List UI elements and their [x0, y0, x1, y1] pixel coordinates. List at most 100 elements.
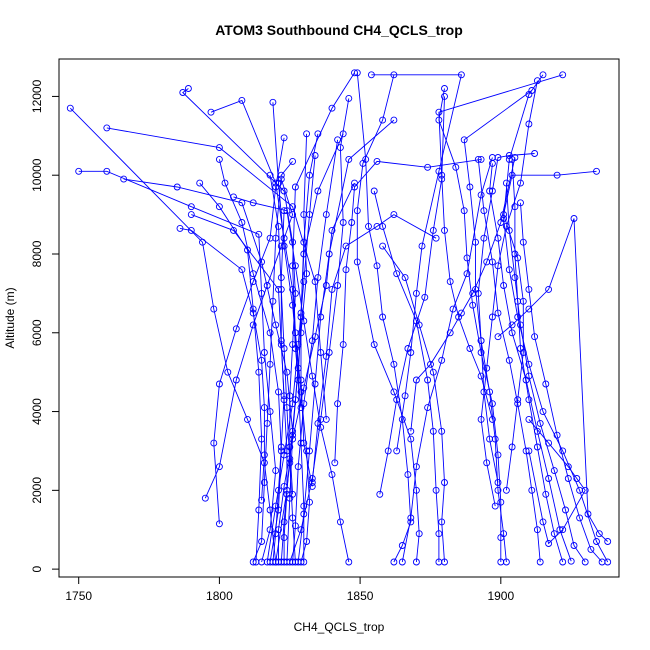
y-axis-label: Altitude (m)	[3, 287, 17, 348]
data-point	[275, 526, 282, 534]
data-point	[297, 313, 305, 321]
data-point	[322, 282, 330, 289]
data-point	[429, 226, 437, 234]
data-point	[210, 439, 218, 447]
data-point	[269, 98, 277, 106]
data-point	[66, 104, 74, 112]
data-point	[370, 341, 378, 349]
data-point	[322, 415, 330, 423]
profile-line	[182, 88, 296, 495]
y-axis: 0 2000 4000 6000 8000 10000 12000	[30, 79, 60, 572]
data-point	[432, 486, 440, 494]
data-point	[303, 538, 311, 545]
data-point	[415, 530, 423, 538]
data-point	[564, 475, 572, 482]
data-point	[390, 388, 398, 396]
data-point	[297, 558, 305, 566]
data-point	[297, 376, 305, 384]
profile-line	[280, 210, 288, 562]
data-point	[353, 69, 361, 77]
data-point	[525, 396, 533, 404]
data-point	[249, 199, 257, 207]
data-point	[334, 282, 342, 289]
data-point	[210, 305, 218, 313]
data-point	[215, 155, 223, 163]
data-point	[249, 309, 257, 317]
data-point	[289, 285, 297, 293]
profile-line	[528, 419, 586, 545]
data-point	[266, 234, 274, 242]
data-point	[407, 349, 415, 356]
data-point	[187, 211, 195, 219]
x-tick-label: 1800	[206, 589, 233, 603]
data-point	[393, 270, 401, 278]
data-point	[477, 349, 485, 356]
data-point	[525, 360, 533, 368]
data-point	[289, 262, 297, 270]
data-point	[345, 94, 353, 102]
data-point	[232, 376, 240, 384]
data-point	[269, 297, 277, 305]
data-point	[514, 396, 522, 404]
data-point	[508, 443, 516, 451]
y-tick-label: 6000	[30, 319, 44, 346]
data-point	[390, 360, 398, 368]
data-point	[500, 282, 508, 289]
profile-line	[179, 227, 265, 501]
profile-line	[213, 137, 285, 524]
profile-line	[334, 158, 482, 463]
data-point	[412, 486, 420, 494]
data-point	[432, 234, 440, 242]
data-point	[477, 155, 485, 163]
data-point	[435, 108, 443, 116]
data-point	[477, 191, 485, 199]
data-point	[581, 558, 589, 566]
data-point	[328, 226, 336, 234]
data-point	[221, 179, 229, 187]
data-point	[581, 486, 589, 494]
data-point	[517, 199, 524, 207]
data-point	[215, 203, 223, 211]
data-point	[446, 329, 454, 337]
data-point	[314, 130, 322, 138]
data-point	[525, 120, 533, 128]
profile-line	[292, 139, 339, 563]
data-point	[587, 545, 595, 553]
profile-line	[289, 98, 350, 563]
data-point	[187, 203, 195, 211]
data-point	[176, 224, 184, 232]
data-point	[508, 321, 516, 329]
data-point	[463, 270, 471, 278]
data-point	[365, 222, 372, 230]
y-tick-label: 2000	[30, 477, 44, 504]
data-point	[567, 557, 575, 565]
data-point	[533, 427, 541, 435]
data-point	[280, 187, 288, 195]
data-point	[294, 463, 302, 471]
data-point	[533, 443, 541, 451]
data-point	[75, 167, 83, 175]
data-point	[280, 518, 288, 526]
data-point	[266, 360, 274, 368]
data-point	[328, 471, 336, 479]
data-point	[435, 530, 443, 538]
data-point	[252, 558, 260, 566]
data-point	[339, 341, 347, 349]
data-point	[457, 71, 465, 79]
profile-line	[477, 153, 535, 563]
data-point	[289, 157, 297, 165]
data-point	[393, 396, 401, 404]
data-point	[412, 376, 420, 384]
data-point	[258, 356, 266, 364]
data-point	[500, 211, 508, 219]
data-point	[311, 278, 319, 286]
data-point	[103, 167, 111, 175]
data-point	[291, 329, 299, 337]
data-point	[255, 368, 263, 376]
data-point	[303, 270, 311, 278]
data-point	[266, 506, 274, 514]
data-point	[460, 207, 468, 215]
data-point	[488, 415, 496, 423]
data-point	[303, 130, 311, 138]
data-point	[502, 558, 510, 566]
